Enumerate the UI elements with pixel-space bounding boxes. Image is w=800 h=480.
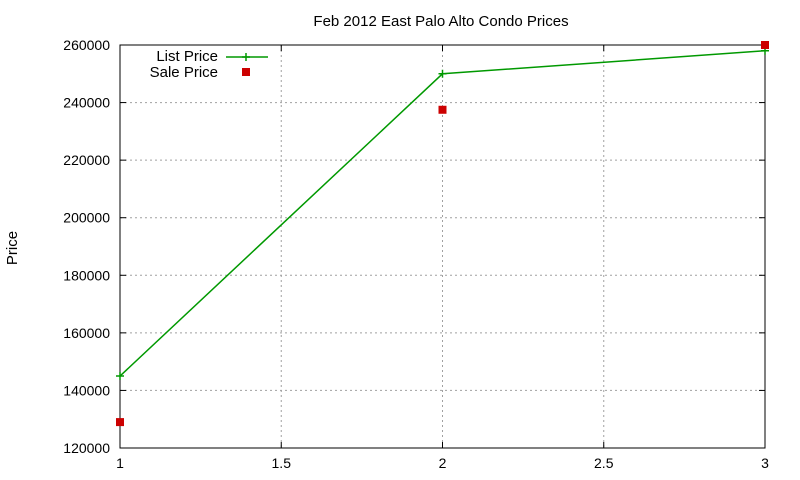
axis-ticks: 1 1.5 2 2.5 3 120000 140000 160000 180000 200000 2…	[63, 37, 769, 471]
x-tick-label: 1.5	[272, 455, 292, 471]
legend: List Price Sale Price	[150, 48, 268, 81]
y-tick-label: 180000	[63, 267, 110, 283]
x-tick-label: 1	[116, 455, 124, 471]
chart-title: Feb 2012 East Palo Alto Condo Prices	[313, 13, 568, 30]
y-tick-label: 120000	[63, 440, 110, 456]
x-tick-label: 2	[439, 455, 447, 471]
y-axis-label: Price	[4, 231, 21, 265]
y-tick-label: 220000	[63, 152, 110, 168]
point-sale-price	[438, 105, 447, 114]
legend-marker-list-price	[242, 53, 250, 61]
series	[116, 41, 769, 427]
y-tick-label: 160000	[63, 325, 110, 341]
point-list-price	[116, 372, 124, 381]
point-list-price	[438, 69, 447, 78]
y-tick-label: 200000	[63, 210, 110, 226]
point-sale-price	[116, 418, 124, 427]
grid-lines	[119, 44, 766, 449]
y-tick-label: 240000	[63, 95, 110, 111]
x-tick-label: 3	[761, 455, 769, 471]
legend-label-list-price: List Price	[156, 48, 218, 65]
series-line-list-price	[119, 50, 766, 377]
y-tick-label: 260000	[63, 37, 110, 53]
x-tick-label: 2.5	[594, 455, 614, 471]
point-sale-price	[761, 41, 769, 49]
y-tick-label: 140000	[63, 382, 110, 398]
legend-label-sale-price: Sale Price	[150, 64, 218, 81]
legend-marker-sale-price	[242, 68, 250, 76]
